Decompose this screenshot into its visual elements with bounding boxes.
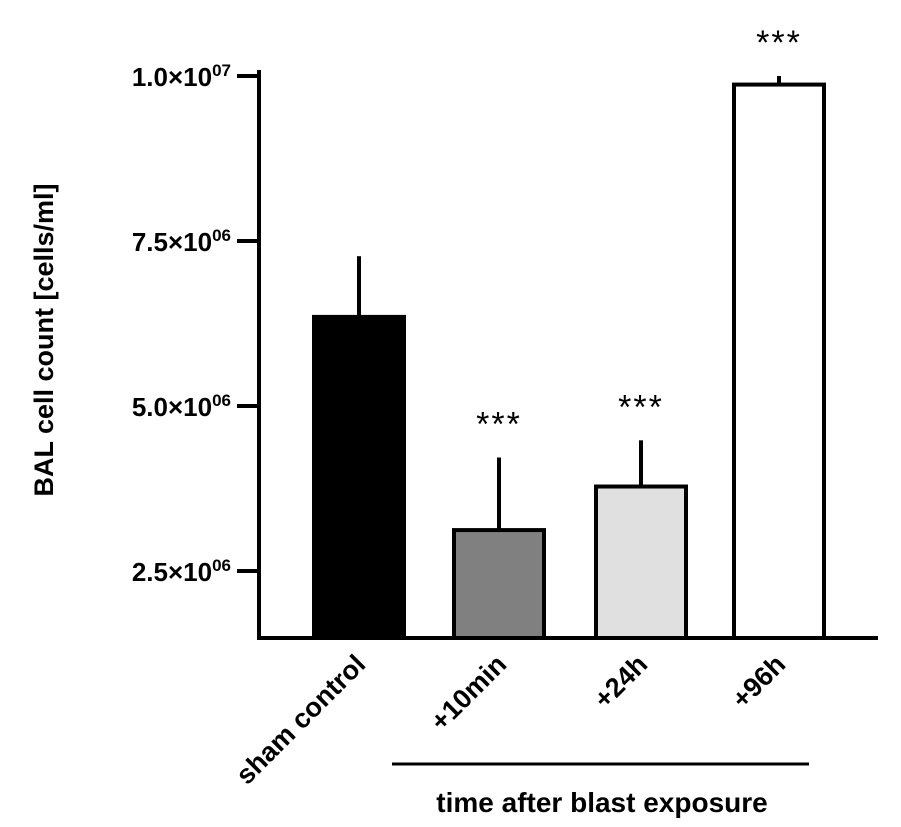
x-tick-label: +24h — [588, 649, 653, 714]
x-tick-label: sham control — [230, 649, 371, 790]
significance-marker: *** — [756, 24, 802, 62]
group-label: time after blast exposure — [436, 787, 767, 818]
significance-marker: *** — [618, 388, 664, 426]
y-tick-label: 5.0×1006 — [132, 391, 231, 422]
y-tick-label: 7.5×1006 — [132, 226, 231, 257]
significance-marker: *** — [476, 405, 522, 443]
chart-marks: 2.5×1006 5.0×1006 7.5×1006 1.0×1007 *** *** **… — [132, 24, 878, 790]
bar — [732, 82, 826, 640]
bar — [312, 314, 406, 640]
y-tick-label: 2.5×1006 — [132, 556, 231, 587]
x-tick-label: +10min — [425, 649, 513, 737]
y-axis-label: BAL cell count [cells/ml] — [29, 183, 59, 496]
bar — [452, 528, 546, 641]
bar — [594, 484, 688, 640]
x-tick-label: +96h — [726, 649, 791, 714]
y-tick-label: 1.0×1007 — [132, 61, 231, 92]
